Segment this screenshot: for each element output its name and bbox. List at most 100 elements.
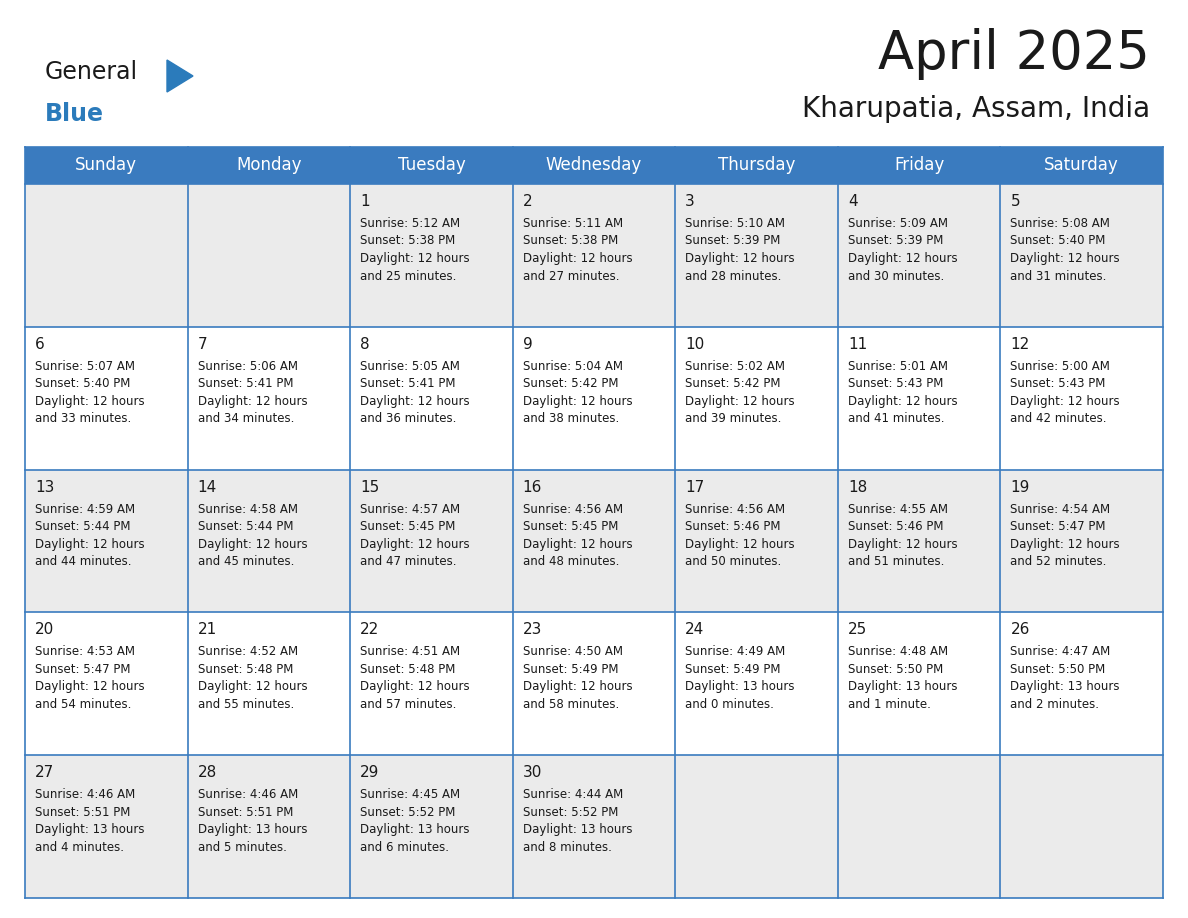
Text: Sunset: 5:40 PM: Sunset: 5:40 PM [1011,234,1106,248]
Text: 21: 21 [197,622,217,637]
Bar [25,184,1163,327]
Text: Sunrise: 4:56 AM: Sunrise: 4:56 AM [523,502,623,516]
Text: Sunrise: 4:57 AM: Sunrise: 4:57 AM [360,502,460,516]
Text: and 36 minutes.: and 36 minutes. [360,412,456,425]
Text: Sunrise: 4:48 AM: Sunrise: 4:48 AM [848,645,948,658]
Text: Sunrise: 4:59 AM: Sunrise: 4:59 AM [34,502,135,516]
Text: 5: 5 [1011,194,1020,209]
Text: Wednesday: Wednesday [545,156,643,174]
Text: Daylight: 12 hours: Daylight: 12 hours [197,680,308,693]
Text: 7: 7 [197,337,207,352]
Text: Sunset: 5:50 PM: Sunset: 5:50 PM [1011,663,1106,676]
Text: General: General [45,60,138,84]
Text: Sunset: 5:39 PM: Sunset: 5:39 PM [848,234,943,248]
Text: Sunrise: 4:45 AM: Sunrise: 4:45 AM [360,789,460,801]
Text: and 4 minutes.: and 4 minutes. [34,841,124,854]
Text: and 25 minutes.: and 25 minutes. [360,270,456,283]
Text: and 55 minutes.: and 55 minutes. [197,698,293,711]
Text: Kharupatia, Assam, India: Kharupatia, Assam, India [802,95,1150,123]
Bar [25,612,1163,756]
Text: 6: 6 [34,337,45,352]
Text: Daylight: 12 hours: Daylight: 12 hours [685,252,795,265]
Text: and 0 minutes.: and 0 minutes. [685,698,775,711]
Text: Daylight: 13 hours: Daylight: 13 hours [1011,680,1120,693]
Text: 1: 1 [360,194,369,209]
Text: Sunrise: 5:10 AM: Sunrise: 5:10 AM [685,217,785,230]
Text: and 27 minutes.: and 27 minutes. [523,270,619,283]
Text: Sunrise: 4:47 AM: Sunrise: 4:47 AM [1011,645,1111,658]
Text: 8: 8 [360,337,369,352]
Text: 25: 25 [848,622,867,637]
Text: Daylight: 12 hours: Daylight: 12 hours [360,395,469,408]
Text: 16: 16 [523,479,542,495]
Text: and 52 minutes.: and 52 minutes. [1011,555,1107,568]
Text: 17: 17 [685,479,704,495]
Text: and 41 minutes.: and 41 minutes. [848,412,944,425]
Text: Sunset: 5:42 PM: Sunset: 5:42 PM [685,377,781,390]
Text: 13: 13 [34,479,55,495]
Text: and 6 minutes.: and 6 minutes. [360,841,449,854]
Text: Daylight: 13 hours: Daylight: 13 hours [685,680,795,693]
Text: Daylight: 12 hours: Daylight: 12 hours [34,680,145,693]
Polygon shape [168,60,192,92]
Text: Sunset: 5:52 PM: Sunset: 5:52 PM [360,806,455,819]
Text: Sunset: 5:46 PM: Sunset: 5:46 PM [685,521,781,533]
Text: Daylight: 12 hours: Daylight: 12 hours [360,680,469,693]
Text: 22: 22 [360,622,379,637]
Text: 4: 4 [848,194,858,209]
Text: 24: 24 [685,622,704,637]
Text: Sunset: 5:44 PM: Sunset: 5:44 PM [34,521,131,533]
Text: 15: 15 [360,479,379,495]
Text: Sunset: 5:47 PM: Sunset: 5:47 PM [1011,521,1106,533]
Text: Daylight: 12 hours: Daylight: 12 hours [1011,538,1120,551]
Text: Daylight: 12 hours: Daylight: 12 hours [848,395,958,408]
Text: Daylight: 13 hours: Daylight: 13 hours [523,823,632,836]
Text: Sunrise: 5:07 AM: Sunrise: 5:07 AM [34,360,135,373]
Text: 10: 10 [685,337,704,352]
Text: Thursday: Thursday [718,156,795,174]
Text: 20: 20 [34,622,55,637]
Text: April 2025: April 2025 [878,28,1150,80]
Text: Daylight: 12 hours: Daylight: 12 hours [848,538,958,551]
Text: and 31 minutes.: and 31 minutes. [1011,270,1107,283]
Text: Daylight: 12 hours: Daylight: 12 hours [685,395,795,408]
Text: and 48 minutes.: and 48 minutes. [523,555,619,568]
Text: and 57 minutes.: and 57 minutes. [360,698,456,711]
Text: Daylight: 12 hours: Daylight: 12 hours [523,680,632,693]
Text: Daylight: 13 hours: Daylight: 13 hours [197,823,307,836]
Text: 26: 26 [1011,622,1030,637]
Text: Daylight: 13 hours: Daylight: 13 hours [848,680,958,693]
Text: and 33 minutes.: and 33 minutes. [34,412,131,425]
Text: Sunset: 5:52 PM: Sunset: 5:52 PM [523,806,618,819]
Text: Daylight: 12 hours: Daylight: 12 hours [34,538,145,551]
Text: Sunset: 5:38 PM: Sunset: 5:38 PM [360,234,455,248]
Text: Daylight: 12 hours: Daylight: 12 hours [523,395,632,408]
Text: Sunset: 5:41 PM: Sunset: 5:41 PM [360,377,456,390]
Text: 3: 3 [685,194,695,209]
Text: 28: 28 [197,766,217,780]
Text: Sunset: 5:39 PM: Sunset: 5:39 PM [685,234,781,248]
Text: and 1 minute.: and 1 minute. [848,698,930,711]
Text: Daylight: 12 hours: Daylight: 12 hours [523,538,632,551]
Text: and 47 minutes.: and 47 minutes. [360,555,456,568]
Text: Sunset: 5:38 PM: Sunset: 5:38 PM [523,234,618,248]
Text: Daylight: 12 hours: Daylight: 12 hours [685,538,795,551]
Text: Sunset: 5:43 PM: Sunset: 5:43 PM [848,377,943,390]
Text: and 51 minutes.: and 51 minutes. [848,555,944,568]
Text: 19: 19 [1011,479,1030,495]
Text: Sunrise: 5:12 AM: Sunrise: 5:12 AM [360,217,460,230]
Text: Sunrise: 5:09 AM: Sunrise: 5:09 AM [848,217,948,230]
Text: 9: 9 [523,337,532,352]
Text: Sunset: 5:43 PM: Sunset: 5:43 PM [1011,377,1106,390]
Bar [25,470,1163,612]
Text: and 30 minutes.: and 30 minutes. [848,270,944,283]
Text: Sunset: 5:44 PM: Sunset: 5:44 PM [197,521,293,533]
Text: Sunrise: 5:04 AM: Sunrise: 5:04 AM [523,360,623,373]
Text: Sunrise: 4:50 AM: Sunrise: 4:50 AM [523,645,623,658]
Text: Sunset: 5:48 PM: Sunset: 5:48 PM [360,663,455,676]
Text: Sunset: 5:51 PM: Sunset: 5:51 PM [34,806,131,819]
Text: and 8 minutes.: and 8 minutes. [523,841,612,854]
Text: 27: 27 [34,766,55,780]
Text: Sunrise: 4:46 AM: Sunrise: 4:46 AM [197,789,298,801]
Text: Sunset: 5:50 PM: Sunset: 5:50 PM [848,663,943,676]
